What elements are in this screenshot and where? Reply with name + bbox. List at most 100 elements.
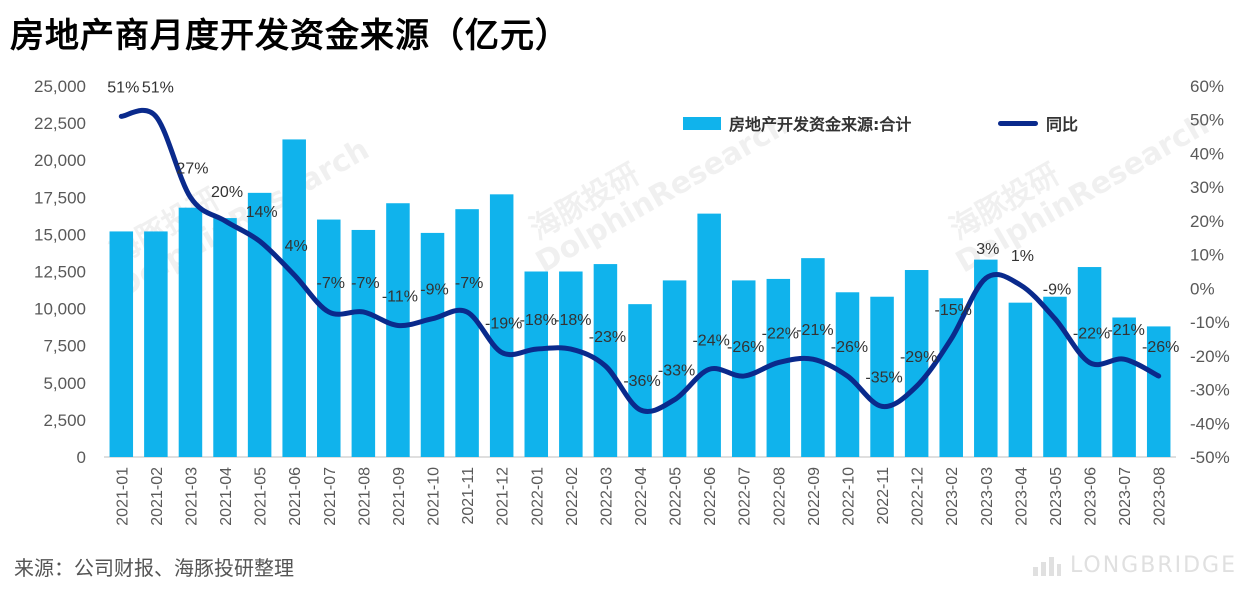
bar: [282, 139, 306, 457]
bar: [109, 231, 134, 457]
chart-svg: 0 2,500 5,000 7,500 10,000 12,500 15,000 17,500…: [34, 77, 1230, 526]
x-tick-label: 2022-11: [875, 467, 892, 525]
y-right-tick-label: 30%: [1190, 178, 1224, 197]
data-label-yoy: -29%: [900, 349, 937, 366]
data-label-yoy: -26%: [1142, 339, 1179, 356]
data-label-yoy: -11%: [382, 288, 418, 305]
bar: [489, 194, 514, 457]
x-tick-label: 2023-04: [1013, 467, 1030, 526]
brand-name: LONGBRIDGE: [1069, 553, 1237, 578]
bar: [420, 232, 445, 457]
x-tick-label: 2023-02: [944, 467, 961, 526]
data-label-yoy: -18%: [520, 312, 557, 329]
y-right-tick-label: 10%: [1190, 246, 1224, 265]
x-tick-label: 2023-06: [1083, 467, 1100, 526]
y-left-tick-label: 10,000: [34, 300, 86, 319]
x-tick-label: 2022-05: [668, 467, 685, 526]
bar: [904, 270, 929, 457]
data-label-yoy: 51%: [142, 79, 174, 96]
x-tick-label: 2021-12: [495, 467, 512, 526]
data-label-yoy: -26%: [727, 339, 764, 356]
y-right-tick-label: -40%: [1190, 414, 1230, 433]
bar: [593, 264, 618, 457]
x-tick-label: 2022-07: [737, 467, 754, 526]
bar: [766, 278, 791, 457]
bar: [662, 280, 687, 457]
y-left-tick-label: 12,500: [34, 263, 86, 282]
bar: [939, 298, 963, 457]
data-label-yoy: -21%: [796, 322, 833, 339]
data-label-yoy: -22%: [1073, 326, 1110, 343]
x-tick-label: 2021-04: [218, 467, 235, 526]
y-right-tick-label: 20%: [1190, 212, 1224, 231]
x-tick-label: 2022-04: [633, 467, 650, 526]
data-label-yoy: -9%: [1043, 282, 1071, 299]
bar: [524, 271, 549, 457]
legend-item-bar: 房地产开发资金来源:合计: [683, 111, 911, 135]
x-tick-label: 2023-08: [1152, 467, 1169, 526]
bar: [731, 280, 756, 457]
data-label-yoy: -35%: [865, 369, 902, 386]
y-right-tick-label: -10%: [1190, 313, 1230, 332]
y-left-tick-label: 7,500: [43, 337, 86, 356]
data-label-yoy: -21%: [1107, 322, 1144, 339]
x-tick-label: 2022-08: [771, 467, 788, 526]
bar: [697, 213, 721, 457]
bar: [1043, 296, 1067, 457]
data-label-yoy: -7%: [351, 275, 379, 292]
y-right-tick-label: -50%: [1190, 448, 1230, 467]
legend-line-label: 同比: [1046, 115, 1079, 134]
bar: [351, 229, 376, 457]
bar: [628, 304, 652, 457]
data-label-yoy: 27%: [176, 160, 208, 177]
x-tick-label: 2023-05: [1048, 467, 1065, 526]
x-tick-label: 2023-03: [979, 467, 996, 526]
longbridge-logo-icon: [1032, 556, 1061, 576]
data-label-yoy: -36%: [623, 373, 660, 390]
x-tick-label: 2022-06: [702, 467, 719, 526]
source-note: 来源：公司财报、海豚投研整理: [14, 556, 294, 580]
x-tick-label: 2021-06: [287, 467, 304, 526]
x-tick-label: 2021-01: [114, 467, 131, 526]
x-tick-label: 2021-03: [183, 467, 200, 526]
bar: [974, 259, 998, 457]
bar: [1112, 317, 1136, 457]
data-label-yoy: -22%: [762, 326, 799, 343]
x-tick-label: 2021-10: [426, 467, 443, 526]
y-right-tick-label: -20%: [1190, 347, 1230, 366]
x-tick-label: 2021-08: [356, 467, 373, 526]
y-right-tick-label: 60%: [1190, 77, 1224, 96]
x-tick-label: 2021-05: [253, 467, 270, 526]
y-right-tick-label: -30%: [1190, 381, 1230, 400]
bar: [559, 271, 583, 457]
y-right-tick-label: 50%: [1190, 111, 1224, 130]
y-left-tick-label: 2,500: [43, 411, 86, 430]
bar: [213, 218, 237, 457]
y-left-tick-label: 25,000: [34, 77, 86, 96]
data-label-yoy: -26%: [831, 339, 868, 356]
x-tick-label: 2022-10: [840, 467, 857, 526]
data-label-yoy: 3%: [976, 241, 999, 258]
y-left-tick-label: 17,500: [34, 188, 86, 207]
legend-bar-label: 房地产开发资金来源:合计: [729, 115, 912, 134]
bar: [247, 192, 272, 457]
bar: [178, 207, 203, 457]
data-label-yoy: -24%: [692, 332, 729, 349]
y-right-tick-label: 40%: [1190, 144, 1224, 163]
y-left-tick-label: 15,000: [34, 225, 86, 244]
y-left-tick-label: 0: [77, 448, 86, 467]
x-tick-label: 2021-11: [460, 467, 477, 525]
data-label-yoy: -7%: [317, 275, 345, 292]
data-label-yoy: -33%: [658, 363, 695, 380]
bar: [144, 231, 168, 457]
x-tick-label: 2021-09: [391, 467, 408, 526]
bar: [455, 209, 479, 457]
data-label-yoy: -19%: [485, 315, 522, 332]
x-tick-label: 2022-12: [910, 467, 927, 526]
bar: [870, 296, 894, 457]
series-line-yoy: [118, 107, 1162, 415]
legend-line-swatch: [998, 120, 1038, 126]
data-label-yoy: -15%: [935, 302, 972, 319]
data-label-yoy: 20%: [211, 184, 243, 201]
x-tick-label: 2023-07: [1117, 467, 1134, 526]
